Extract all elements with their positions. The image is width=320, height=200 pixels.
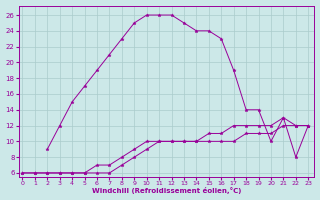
- X-axis label: Windchill (Refroidissement éolien,°C): Windchill (Refroidissement éolien,°C): [92, 187, 241, 194]
